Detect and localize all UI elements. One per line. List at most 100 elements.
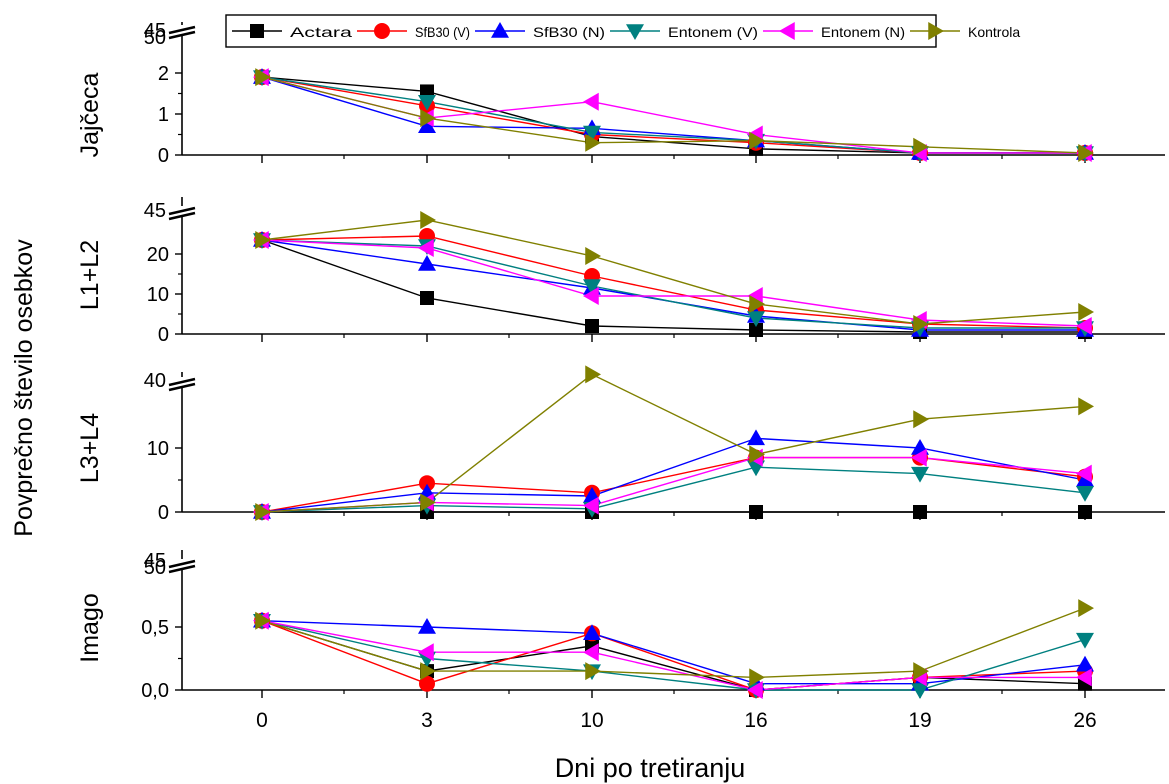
panel-imago-point-sfb30-n [1076, 655, 1094, 672]
panel-jaj-eca-y-tick-label: 1 [158, 104, 169, 126]
legend-label-sfb30-v: SfB30 (V) [415, 24, 470, 40]
panel-l1-l2-point-kontrola [420, 211, 436, 229]
panel-l3-l4-point-actara [1078, 505, 1092, 519]
panel-l1-l2-point-sfb30-n [418, 255, 436, 271]
legend-marker-sfb30-n [491, 22, 509, 38]
panel-imago-axis-break-mark [168, 559, 196, 569]
panel-l1-l2-point-actara [585, 319, 599, 333]
panel-l1-l2-series-line-kontrola [261, 219, 1086, 325]
panel-l3-l4-point-sfb30-n [1076, 471, 1094, 487]
panel-jaj-eca-point-entonem-n [583, 92, 599, 111]
panel-l3-l4-axis-break-mark [168, 377, 196, 387]
panel-l1-l2-series-line-entonem-v [261, 239, 1085, 329]
panel-jaj-eca-point-sfb30-n [418, 117, 436, 134]
panel-l3-l4-point-kontrola [420, 493, 436, 512]
panel-imago-y-tick-label: 0,5 [141, 617, 169, 639]
x-tick-label: 10 [580, 709, 603, 732]
panel-jaj-eca-point-entonem-v [583, 125, 601, 142]
panel-l1-l2-series-line-entonem-n [261, 239, 1086, 327]
panel-l1-l2-point-actara [749, 323, 763, 337]
panel-l1-l2-point-entonem-n [583, 287, 599, 305]
legend-marker-actara [250, 24, 264, 38]
panel-l1-l2-ylabel: L1+L2 [76, 240, 104, 310]
panel-imago-point-sfb30-n [418, 618, 436, 634]
x-tick-labels: 0 3 10 16 19 26 [256, 709, 1097, 732]
panel-l1-l2-point-kontrola [913, 315, 929, 333]
legend-label-sfb30-n: SfB30 (N) [533, 24, 605, 40]
panel-l1-l2-series-line-actara [261, 239, 1085, 333]
panel-jaj-eca-point-kontrola [420, 109, 436, 128]
panel-l3-l4-series-line-entonem-v [261, 466, 1086, 513]
x-tick-label: 26 [1073, 709, 1096, 732]
panel-l1-l2-point-kontrola [749, 295, 765, 313]
panel-l3-l4-point-entonem-n [1076, 464, 1092, 483]
panel-l3-l4-point-kontrola [913, 410, 929, 429]
legend-box [225, 14, 937, 48]
panel-imago-point-kontrola [420, 662, 436, 681]
panel-l1-l2-point-entonem-n [418, 239, 434, 257]
panel-l3-l4-y-tick-label: 0 [158, 502, 169, 524]
panel-jaj-eca-axis-break-mark [168, 30, 196, 40]
panel-imago-point-entonem-v [911, 683, 929, 699]
panel-jaj-eca-ylabel: Jajčeca [76, 73, 104, 158]
panel-l3-l4-series-line-entonem-n [261, 456, 1086, 513]
panel-jaj-eca-point-entonem-v [418, 94, 436, 111]
panel-jaj-eca-axis-break-mark [168, 25, 196, 35]
panel-imago-break-label: 50 [144, 557, 166, 579]
chart-legend: Actara SfB30 (V) SfB30 (N) Entonem (V) Enton… [225, 14, 1020, 48]
panel-l3-l4-axis-break-mark [168, 382, 196, 392]
chart-panels: 0124550Jajčeca0102045L1+L201040L3+L40,00… [76, 20, 1165, 732]
panel-jaj-eca-y-tick-label: 0 [158, 145, 169, 167]
panel-jaj-eca-point-kontrola [749, 131, 765, 150]
x-axis-title: Dni po tretiranju [555, 753, 746, 783]
panel-imago-point-entonem-n [747, 681, 763, 699]
panel-l1-l2-point-actara [420, 291, 434, 305]
panel-l3-l4-series-line-kontrola [261, 373, 1086, 513]
panel-jaj-eca-point-kontrola [1078, 143, 1094, 162]
legend-marker-sfb30-v [374, 23, 390, 39]
panel-imago-series-line-entonem-n [261, 620, 1085, 691]
panel-l1-l2-axis-break-mark [168, 211, 196, 221]
panel-l3-l4-point-kontrola [749, 445, 765, 464]
panel-l3-l4-point-sfb30-v [419, 475, 435, 492]
panel-imago-point-entonem-n [1076, 668, 1092, 687]
panel-l1-l2-point-entonem-n [1076, 317, 1092, 335]
panel-imago-axis-break-mark [168, 564, 196, 574]
panel-l1-l2-point-entonem-v [583, 279, 601, 295]
legend-marker-entonem-v [626, 24, 644, 40]
panel-jaj-eca-point-kontrola [255, 68, 271, 87]
x-tick-label: 3 [421, 709, 433, 732]
panel-l1-l2: 0 10 20 45 L1+L2 [76, 197, 1165, 346]
y-axis-title: Povprečno število osebkov [10, 239, 38, 537]
panel-l3-l4-point-actara [749, 505, 763, 519]
panel-imago-point-sfb30-n [583, 624, 601, 641]
panel-imago-point-kontrola [585, 662, 601, 681]
panel-imago-point-kontrola [255, 611, 271, 630]
panel-imago-y-tick-label: 0,0 [141, 680, 169, 702]
panel-jaj-eca-series-line-kontrola [261, 76, 1086, 154]
panel-imago-break-label: 45 [144, 550, 166, 572]
x-tick-label: 19 [908, 709, 931, 732]
panel-imago-point-entonem-n [583, 643, 599, 662]
panel-l1-l2-point-kontrola [255, 231, 271, 249]
panel-l3-l4-point-kontrola [255, 503, 271, 521]
panel-l1-l2-y-tick-label: 0 [158, 324, 169, 346]
panel-imago-point-entonem-v [1076, 632, 1094, 649]
panel-jaj-eca-point-kontrola [913, 137, 929, 156]
panel-jaj-eca-y-tick-label: 2 [158, 63, 169, 85]
legend-marker-kontrola [928, 22, 944, 40]
panel-l3-l4-point-entonem-v [911, 466, 929, 483]
panel-l1-l2-y-tick-label: 10 [147, 284, 169, 306]
panel-imago-point-sfb30-v [419, 675, 435, 692]
panel-l1-l2-point-kontrola [585, 247, 601, 265]
panel-jaj-eca-point-kontrola [585, 133, 601, 152]
panel-l3-l4-point-kontrola [585, 365, 601, 384]
panel-l3-l4-series-line-sfb30-v [261, 456, 1086, 513]
panel-imago-point-entonem-n [418, 643, 434, 662]
legend-label-kontrola: Kontrola [968, 24, 1020, 40]
legend-marker-entonem-n [779, 22, 795, 40]
legend-label-entonem-v: Entonem (V) [668, 24, 758, 40]
